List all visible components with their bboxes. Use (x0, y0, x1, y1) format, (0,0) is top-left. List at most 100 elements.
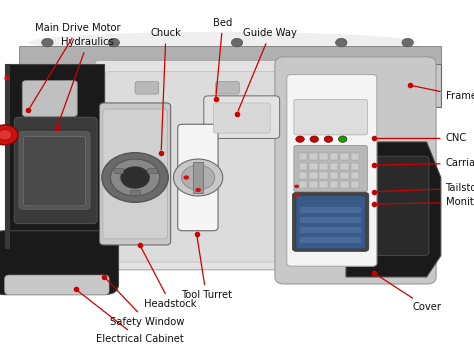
Bar (322, 64, 331, 106)
Text: Headstock: Headstock (141, 247, 197, 309)
Bar (238, 64, 247, 106)
Circle shape (0, 130, 12, 140)
Circle shape (183, 175, 189, 180)
Polygon shape (19, 64, 441, 106)
Circle shape (296, 136, 304, 142)
Bar (351, 153, 359, 160)
FancyBboxPatch shape (5, 275, 109, 295)
Bar (147, 168, 157, 173)
Bar (300, 227, 361, 233)
Text: Tailstock: Tailstock (377, 183, 474, 193)
Text: Hydraulics: Hydraulics (58, 37, 114, 125)
Polygon shape (19, 46, 441, 64)
Circle shape (324, 136, 333, 142)
Bar (319, 172, 328, 179)
Text: Guide Way: Guide Way (238, 28, 297, 111)
FancyBboxPatch shape (292, 192, 369, 251)
Text: Monitor: Monitor (377, 197, 474, 207)
Text: Chuck: Chuck (150, 28, 182, 150)
Bar (351, 181, 359, 188)
FancyBboxPatch shape (353, 156, 429, 256)
Ellipse shape (28, 32, 417, 53)
Bar (319, 163, 328, 170)
Bar (309, 153, 318, 160)
Bar (193, 162, 203, 193)
FancyBboxPatch shape (294, 146, 367, 192)
FancyBboxPatch shape (100, 103, 171, 245)
Circle shape (402, 38, 413, 47)
Bar (309, 181, 318, 188)
Bar (330, 181, 338, 188)
Circle shape (336, 38, 347, 47)
Bar (155, 64, 164, 106)
FancyBboxPatch shape (22, 81, 77, 116)
Circle shape (195, 188, 201, 192)
Circle shape (4, 76, 10, 80)
Bar (299, 181, 307, 188)
FancyBboxPatch shape (135, 82, 159, 94)
Bar (330, 163, 338, 170)
FancyBboxPatch shape (287, 75, 377, 266)
Text: Frame: Frame (413, 86, 474, 101)
Circle shape (121, 167, 149, 188)
Circle shape (231, 38, 243, 47)
Text: Bed: Bed (213, 18, 232, 97)
FancyBboxPatch shape (103, 109, 167, 239)
Bar (319, 181, 328, 188)
Bar (319, 153, 328, 160)
Bar (330, 153, 338, 160)
Circle shape (0, 125, 18, 145)
FancyBboxPatch shape (204, 96, 280, 138)
Circle shape (294, 185, 299, 188)
FancyBboxPatch shape (0, 231, 118, 295)
Circle shape (110, 159, 160, 196)
Bar (300, 217, 361, 223)
FancyBboxPatch shape (105, 72, 293, 262)
Polygon shape (346, 142, 441, 277)
Bar (299, 172, 307, 179)
Circle shape (108, 38, 119, 47)
Bar (299, 153, 307, 160)
Bar (351, 163, 359, 170)
Circle shape (294, 193, 299, 197)
Text: Main Drive Motor: Main Drive Motor (30, 23, 121, 108)
FancyBboxPatch shape (95, 60, 303, 270)
FancyBboxPatch shape (14, 117, 97, 224)
Bar (309, 163, 318, 170)
FancyBboxPatch shape (213, 103, 270, 133)
Bar (330, 172, 338, 179)
Bar (351, 172, 359, 179)
Text: Electrical Cabinet: Electrical Cabinet (78, 291, 184, 344)
Circle shape (42, 38, 53, 47)
FancyBboxPatch shape (296, 196, 365, 248)
FancyBboxPatch shape (19, 131, 90, 209)
FancyBboxPatch shape (294, 99, 367, 135)
Bar (299, 163, 307, 170)
Bar (340, 163, 349, 170)
Bar (130, 190, 140, 195)
Bar (5, 64, 10, 248)
Bar (300, 237, 361, 243)
Bar (340, 172, 349, 179)
Text: Cover: Cover (377, 275, 441, 312)
Text: CNC: CNC (377, 133, 467, 143)
Bar (113, 168, 123, 173)
Bar (309, 172, 318, 179)
FancyBboxPatch shape (24, 137, 85, 206)
FancyBboxPatch shape (216, 82, 239, 94)
Bar (300, 207, 361, 213)
Bar (71, 64, 80, 106)
Text: Safety Window: Safety Window (106, 279, 184, 327)
Text: Carriage: Carriage (377, 158, 474, 168)
Bar (340, 153, 349, 160)
Circle shape (182, 165, 215, 190)
Circle shape (338, 136, 347, 142)
Bar (340, 181, 349, 188)
Text: Tool Turret: Tool Turret (181, 237, 232, 300)
Circle shape (102, 153, 168, 202)
Circle shape (173, 159, 223, 196)
Circle shape (310, 136, 319, 142)
Polygon shape (5, 64, 104, 248)
FancyBboxPatch shape (178, 124, 218, 231)
FancyBboxPatch shape (275, 57, 436, 284)
